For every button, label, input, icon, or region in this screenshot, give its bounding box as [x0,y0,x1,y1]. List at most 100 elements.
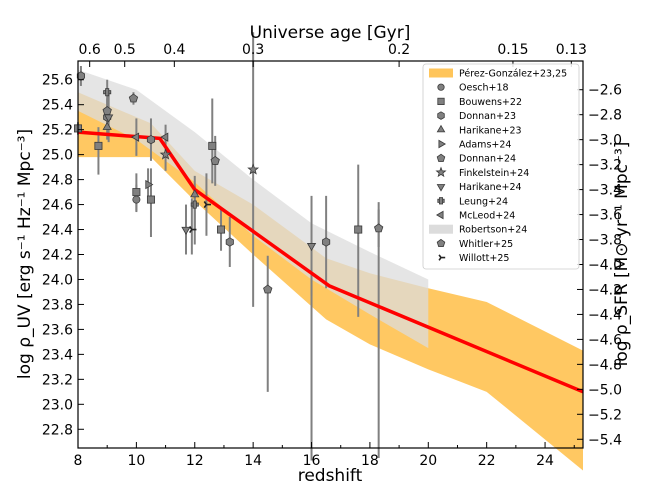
y-right-tick-label-0: −5.4 [588,432,622,448]
point-harikane-23-0-shape [102,121,112,130]
point-bouwens-22-2 [132,188,141,197]
y-right-tick-label-13: −2.8 [588,108,622,124]
legend-harikane-24-label: Harikane+24 [459,182,522,193]
legend-donnan-24-label: Donnan+24 [459,154,516,165]
legend-adams-24-label: Adams+24 [459,140,511,151]
point-bouwens-22-5 [217,225,226,234]
y-right-tick-label-4: −4.6 [588,332,622,348]
y-right-tick-label-2: −5.0 [588,382,622,398]
point-adams-24-0 [145,179,154,190]
point-willott-25-1-shape [203,201,212,209]
point-donnan-23-3 [225,237,234,247]
point-finkelstein-24-1 [247,163,260,175]
point-harikane-23-1-shape [190,189,200,198]
legend-harikane-23-marker-shape [436,124,446,133]
legend-adams-24-marker-shape [438,139,446,149]
point-oesch-18-0-shape [132,195,141,204]
point-donnan-24-2 [263,284,273,294]
legend-harikane-24-marker [436,184,446,192]
point-bouwens-22-3-shape [146,195,155,204]
top-tick-label-4: 0.2 [388,42,410,58]
point-bouwens-22-1 [94,141,103,150]
y-right-tick-label-10: −3.4 [588,183,622,199]
legend-leung-24-marker [437,197,445,205]
x-tick-label-7: 22 [478,453,496,469]
point-bouwens-22-5-shape [217,225,226,234]
y-tick-label-13: 25.4 [42,98,73,114]
legend-harikane-24-marker-shape [436,184,446,192]
point-leung-24-0 [103,88,112,97]
x-tick-label-3: 14 [244,453,262,469]
top-tick-label-5: 0.15 [497,42,528,58]
legend-p-rez-gonz-lez-23-25-swatch [429,68,453,78]
legend-p-rez-gonz-lez-23-25-label: Pérez-González+23,25 [459,69,567,80]
point-finkelstein-24-0 [159,148,172,160]
legend-mcleod-24-marker [436,210,444,220]
legend-whitler-25-marker [436,238,446,248]
y-tick-label-3: 23.4 [42,347,73,363]
legend-bouwens-22-marker-shape [437,97,445,106]
x-tick-label-2: 12 [186,453,204,469]
y-right-tick-label-12: −3.0 [588,133,622,149]
axis-ticks: 8 10 12 14 16 18 20 22 24 0.6 0.5 0.4 0.3 0.2 0.15 0.13… [42,42,622,469]
legend-mcleod-24-marker-shape [436,210,444,220]
legend-donnan-23-marker [437,111,445,120]
y-tick-label-6: 24.0 [42,272,73,288]
legend-mcleod-24-label: McLeod+24 [459,211,515,222]
top-tick-label-1: 0.5 [114,42,136,58]
point-harikane-24-1-shape [181,226,191,235]
legend-donnan-24-marker-shape [436,153,446,162]
y-tick-label-0: 22.8 [42,422,73,438]
legend-adams-24-marker [438,139,446,149]
point-mcleod-24-0 [130,132,140,142]
legend-bouwens-22-marker [437,97,445,106]
point-mcleod-24-0-shape [130,132,140,142]
y-right-tick-label-14: −2.6 [588,83,622,99]
point-leung-24-1-shape-v [192,200,197,209]
y-right-tick-label-9: −3.6 [588,208,622,224]
y-right-tick-label-8: −3.8 [588,233,622,249]
legend-finkelstein-24-marker-shape [435,166,447,178]
legend-finkelstein-24-label: Finkelstein+24 [459,168,529,179]
legend-whitler-25-label: Whitler+25 [459,239,513,250]
point-oesch-18-0 [132,195,141,204]
point-harikane-24-2-shape [306,243,317,252]
top-tick-label-6: 0.13 [556,42,587,58]
point-finkelstein-24-1-shape [247,163,260,175]
y-tick-label-14: 25.6 [42,73,73,89]
point-donnan-23-4-shape [322,237,331,247]
point-bouwens-22-6-shape [354,225,363,234]
top-tick-label-0: 0.6 [79,42,101,58]
x-axis-label: redshift [298,466,363,486]
y-tick-label-9: 24.6 [42,198,73,214]
point-bouwens-22-2-shape [132,188,141,197]
point-harikane-23-0 [102,121,112,130]
legend-oesch-18-marker-shape [437,83,445,91]
x-tick-label-1: 10 [127,453,145,469]
point-donnan-23-2 [146,134,156,145]
legend-leung-24-marker-shape-v [438,197,444,205]
point-donnan-23-2-shape [146,134,156,145]
point-bouwens-22-3 [146,195,155,204]
legend-finkelstein-24-marker [435,166,447,178]
y-axis-label-right: log ρ_SFR [M⊙ yr⁻¹ Mpc⁻³] [612,142,632,367]
y-tick-label-11: 25.0 [42,148,73,164]
top-tick-label-3: 0.3 [242,42,264,58]
y-tick-label-7: 24.2 [42,248,73,264]
point-whitler-25-0-shape [210,155,220,165]
top-axis-label: Universe age [Gyr] [250,23,411,43]
point-mcleod-24-1-shape [160,132,169,142]
legend-whitler-25-marker-shape [436,238,446,248]
point-bouwens-22-1-shape [94,141,103,150]
x-tick-label-4: 16 [303,453,321,469]
legend: Pérez-González+23,25 Oesch+18 Bouwens+22 Do… [422,63,580,270]
legend-harikane-23-marker [436,124,446,133]
point-donnan-23-4 [322,237,331,247]
point-leung-24-0-shape-v [105,88,110,97]
x-tick-label-5: 18 [361,453,379,469]
point-donnan-24-2-shape [263,284,273,294]
y-tick-label-8: 24.4 [42,223,73,239]
y-tick-label-4: 23.6 [42,322,73,338]
x-tick-label-0: 8 [74,453,83,469]
